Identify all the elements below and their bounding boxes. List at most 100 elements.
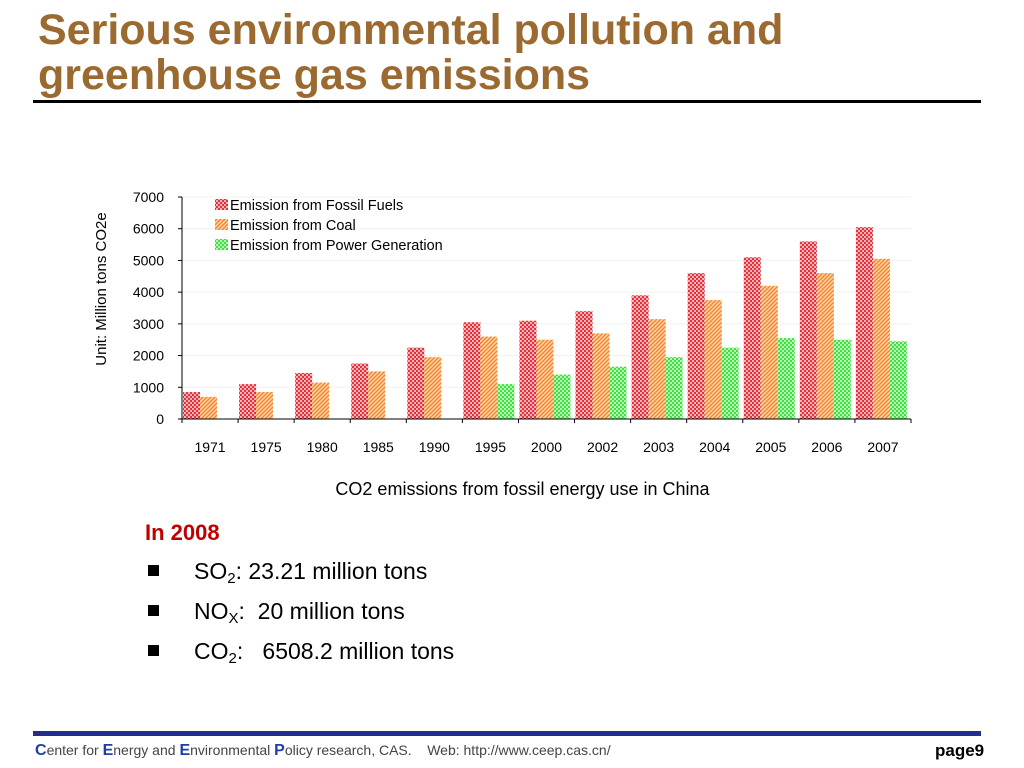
- y-tick-labels: 0 1000 2000 3000 4000 5000 6000 7000: [133, 189, 164, 427]
- bar-coal-2003: [648, 319, 666, 419]
- legend-label: Emission from Coal: [230, 218, 356, 234]
- x-tick-label: 1975: [251, 439, 282, 455]
- bars: [183, 227, 907, 419]
- list-item-co2: CO2: 6508.2 million tons: [145, 636, 454, 676]
- legend-swatch: [215, 219, 228, 230]
- bar-fossil-fuels-1971: [183, 392, 200, 419]
- title-divider: [33, 100, 981, 103]
- bar-fossil-fuels-1995: [463, 322, 481, 419]
- y-tick-label: 4000: [133, 284, 164, 300]
- bar-coal-1995: [480, 336, 498, 419]
- bar-power-generation-1995: [497, 384, 515, 419]
- chem-name: SO: [194, 558, 228, 584]
- x-tick-labels: 1971 1975 1980 1985 1990 1995 2000 2002 2003 2004…: [194, 439, 898, 455]
- bar-coal-2005: [760, 285, 778, 419]
- bar-coal-2007: [872, 258, 890, 419]
- bar-fossil-fuels-2004: [687, 273, 705, 419]
- y-tick-label: 2000: [133, 348, 164, 364]
- bar-coal-2006: [816, 273, 834, 419]
- bar-coal-2000: [536, 339, 554, 419]
- chem-value: : 20 million tons: [238, 598, 405, 624]
- bar-power-generation-2002: [609, 366, 627, 419]
- square-bullet-icon: [148, 605, 159, 616]
- list-item-so2: SO2: 23.21 million tons: [145, 556, 427, 596]
- legend-label: Emission from Fossil Fuels: [230, 198, 403, 214]
- bar-fossil-fuels-2000: [519, 320, 537, 419]
- chem-subscript: X: [228, 610, 239, 627]
- y-tick-label: 1000: [133, 379, 164, 395]
- bar-power-generation-2005: [777, 338, 795, 419]
- x-tick-label: 2003: [643, 439, 674, 455]
- x-tick-label: 2006: [811, 439, 842, 455]
- footer-initial: E: [102, 742, 114, 759]
- footer-text: Center for Energy and Environmental Poli…: [35, 742, 611, 760]
- square-bullet-icon: [148, 565, 159, 576]
- bar-power-generation-2003: [665, 357, 683, 419]
- bar-coal-1990: [424, 357, 442, 419]
- x-tick-label: 2002: [587, 439, 618, 455]
- x-tick-label: 1980: [307, 439, 338, 455]
- footer-word: enter for: [46, 742, 103, 758]
- bar-coal-1975: [256, 392, 274, 419]
- bar-power-generation-2000: [553, 374, 571, 419]
- legend: Emission from Fossil Fuels Emission from …: [215, 198, 443, 254]
- bar-fossil-fuels-2005: [743, 257, 761, 419]
- x-tick-label: 2004: [699, 439, 730, 455]
- x-tick-label: 1985: [363, 439, 394, 455]
- chem-subscript: 2: [227, 570, 236, 587]
- x-tick-label: 1990: [419, 439, 450, 455]
- bar-fossil-fuels-2003: [631, 295, 649, 419]
- x-tick-label: 1971: [194, 439, 225, 455]
- bar-coal-1980: [312, 382, 330, 419]
- bar-coal-2002: [592, 333, 610, 419]
- y-tick-label: 6000: [133, 221, 164, 237]
- axes: [178, 196, 912, 423]
- y-tick-label: 7000: [133, 189, 164, 205]
- chem-value: : 6508.2 million tons: [236, 638, 455, 664]
- footer-initial: E: [179, 742, 191, 759]
- x-tick-label: 2005: [755, 439, 786, 455]
- bar-coal-2004: [704, 300, 722, 419]
- bar-fossil-fuels-1990: [407, 347, 425, 419]
- x-tick-label: 1995: [475, 439, 506, 455]
- gridlines: [182, 196, 911, 388]
- footer-initial: C: [35, 742, 47, 759]
- bar-fossil-fuels-2007: [855, 227, 873, 419]
- chem-value: : 23.21 million tons: [235, 558, 428, 584]
- year-heading: In 2008: [145, 520, 220, 545]
- chem-name: CO: [194, 638, 229, 664]
- bar-fossil-fuels-1985: [351, 363, 369, 419]
- y-tick-label: 0: [156, 411, 164, 427]
- chem-subscript: 2: [228, 650, 237, 667]
- footer-word: nvironmental: [190, 742, 275, 758]
- legend-label: Emission from Power Generation: [230, 238, 443, 254]
- bar-power-generation-2007: [889, 341, 907, 419]
- x-tick-label: 2000: [531, 439, 562, 455]
- chart-caption: CO2 emissions from fossil energy use in …: [335, 479, 710, 499]
- y-tick-label: 3000: [133, 316, 164, 332]
- footer-initial: P: [274, 742, 285, 759]
- bar-coal-1985: [368, 371, 386, 419]
- bar-fossil-fuels-2002: [575, 311, 593, 419]
- y-tick-label: 5000: [133, 252, 164, 268]
- emissions-2008-list: In 2008 SO2: 23.21 million tons NOX: 20 …: [145, 520, 454, 676]
- bar-fossil-fuels-1980: [295, 373, 313, 419]
- x-tick-label: 2007: [867, 439, 898, 455]
- footer-divider: [33, 731, 981, 736]
- bar-power-generation-2006: [833, 339, 851, 419]
- list-item-nox: NOX: 20 million tons: [145, 596, 405, 636]
- square-bullet-icon: [148, 645, 159, 656]
- slide-title: Serious environmental pollution and gree…: [38, 6, 784, 99]
- bar-coal-1971: [200, 396, 217, 419]
- page-number: page9: [935, 741, 985, 760]
- footer-word: olicy research, CAS. Web: http://www.cee…: [284, 742, 611, 758]
- chem-name: NO: [194, 598, 229, 624]
- legend-swatch: [215, 199, 228, 210]
- legend-swatch: [215, 239, 228, 250]
- footer-word: nergy and: [113, 742, 180, 758]
- bar-fossil-fuels-2006: [799, 241, 817, 419]
- bar-fossil-fuels-1975: [239, 384, 257, 419]
- y-axis-label: Unit: Million tons CO2e: [93, 212, 110, 365]
- bar-power-generation-2004: [721, 347, 739, 419]
